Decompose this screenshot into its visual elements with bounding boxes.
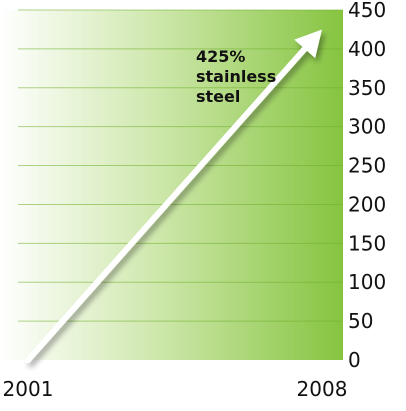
y-tick-label: 50 (348, 309, 373, 333)
annotation-label: 425% stainless steel (196, 47, 276, 106)
y-tick-label: 250 (348, 154, 386, 178)
gridlines (18, 9, 343, 322)
y-tick-label: 150 (348, 231, 386, 255)
x-axis-ticks: 2001 2008 (3, 377, 348, 401)
y-tick-label: 450 (348, 0, 386, 22)
annotation-line: stainless (196, 67, 276, 86)
y-tick-label: 0 (348, 348, 361, 372)
series-group (25, 29, 322, 363)
y-tick-label: 400 (348, 37, 386, 61)
y-tick-label: 100 (348, 270, 386, 294)
y-axis-ticks: 0 50 100 150 200 250 300 350 400 450 (348, 0, 386, 372)
series-line (25, 45, 308, 363)
series-arrowhead (294, 29, 322, 59)
annotation-line: steel (196, 87, 240, 106)
y-tick-label: 300 (348, 115, 386, 139)
x-tick-label: 2008 (297, 377, 348, 401)
annotation-line: 425% (196, 47, 245, 66)
series-arrow (25, 29, 322, 363)
x-tick-label: 2001 (3, 377, 54, 401)
y-tick-label: 350 (348, 76, 386, 100)
y-tick-label: 200 (348, 192, 386, 216)
